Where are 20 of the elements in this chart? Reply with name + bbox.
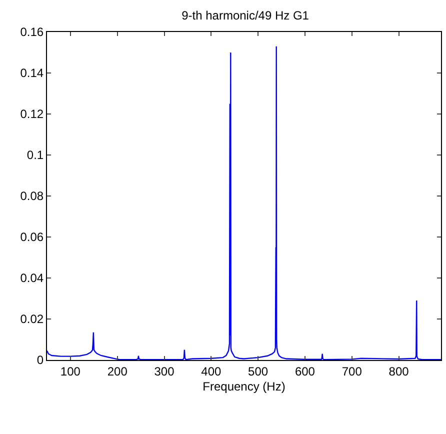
x-tick-label: 100 bbox=[60, 364, 81, 378]
y-tick-label: 0.02 bbox=[20, 312, 44, 326]
y-tick-label: 0.1 bbox=[26, 148, 44, 162]
x-tick-label: 200 bbox=[107, 364, 128, 378]
y-tick-label: 0.06 bbox=[20, 230, 44, 244]
y-tick-label: 0.04 bbox=[20, 271, 44, 286]
y-tick-label: 0.08 bbox=[20, 189, 44, 204]
chart-title: 9-th harmonic/49 Hz G1 bbox=[182, 8, 310, 22]
x-tick-label: 600 bbox=[294, 364, 316, 378]
x-tick-label: 800 bbox=[388, 364, 410, 378]
x-tick-label: 700 bbox=[342, 364, 362, 378]
x-axis-title: Frequency (Hz) bbox=[202, 379, 286, 394]
x-tick-label: 500 bbox=[248, 364, 268, 378]
y-tick-label: 0.16 bbox=[20, 25, 44, 40]
line-series bbox=[47, 46, 441, 360]
y-tick-label: 0.12 bbox=[20, 107, 44, 122]
y-tick-label: 0 bbox=[36, 353, 44, 368]
x-tick-label: 300 bbox=[154, 364, 175, 378]
x-tick-label: 400 bbox=[201, 364, 222, 378]
y-tick-label: 0.14 bbox=[20, 66, 44, 80]
